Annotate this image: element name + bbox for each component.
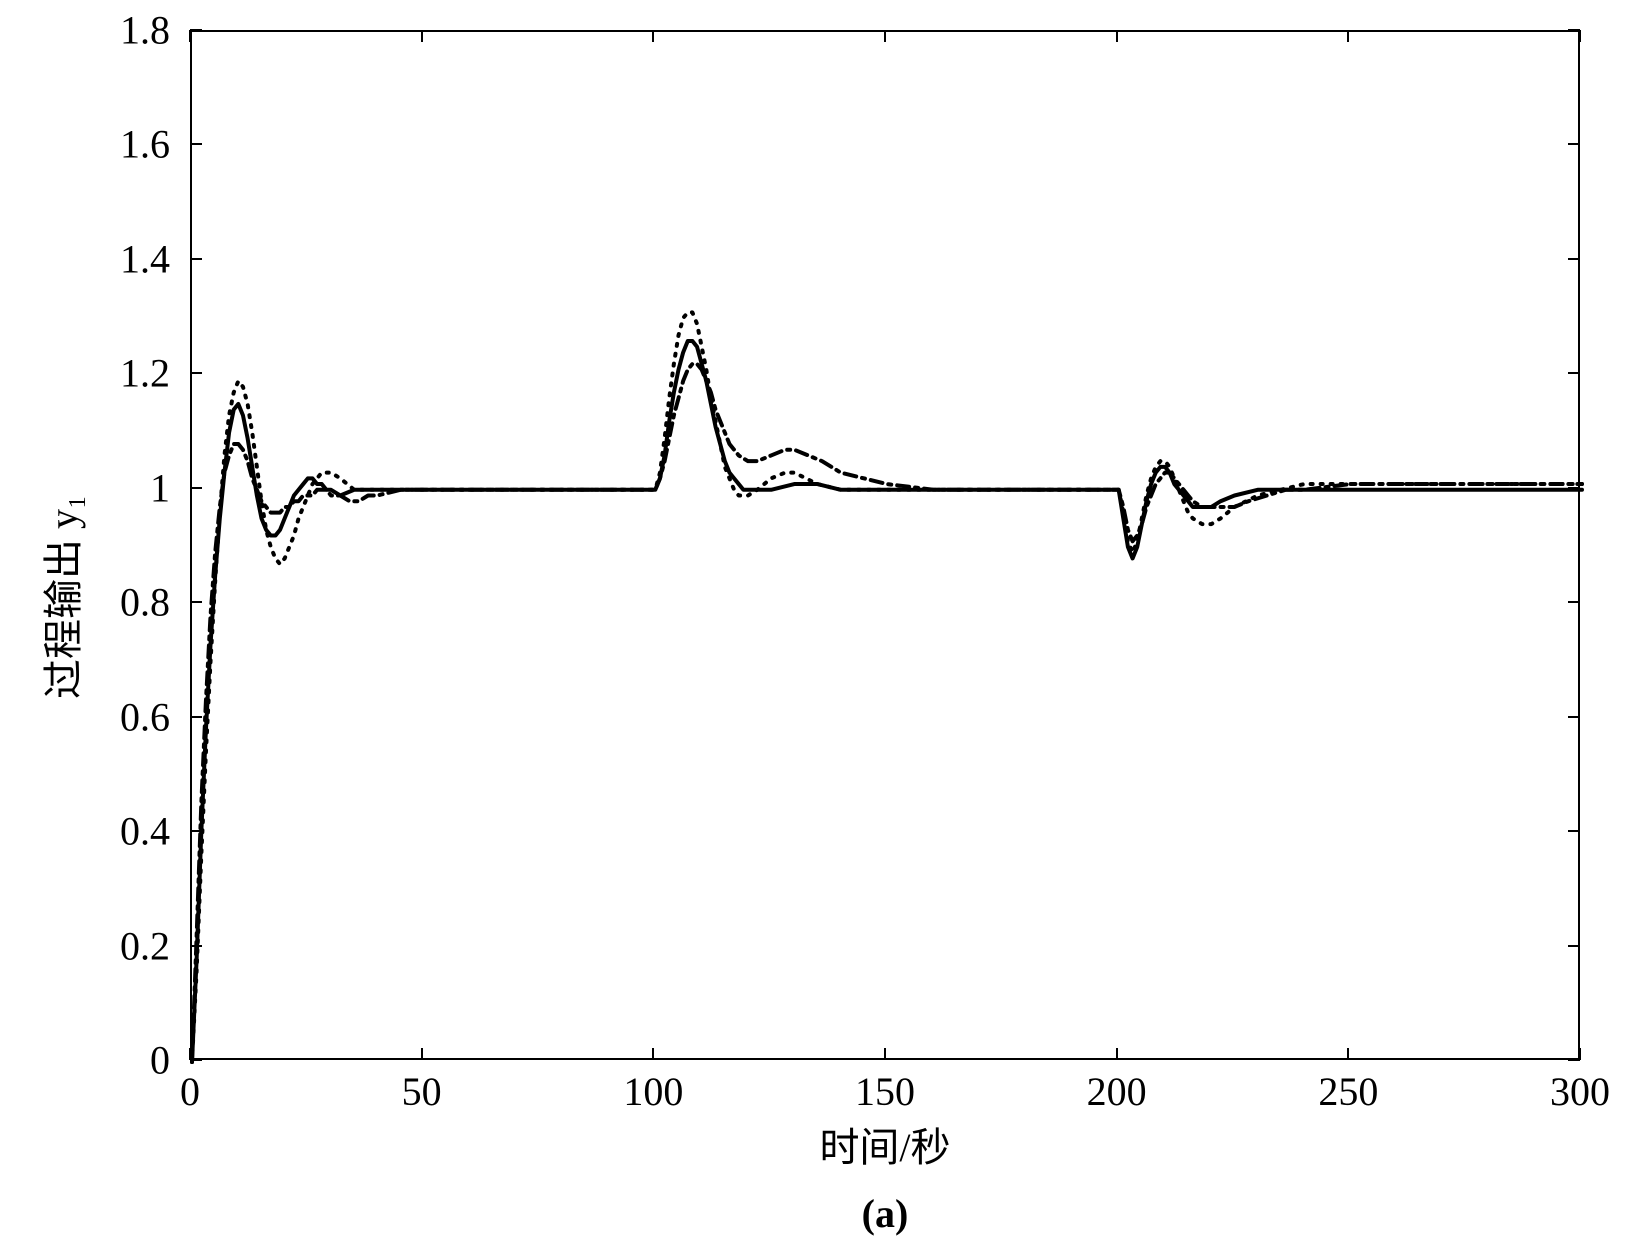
y-tick-mark [1568, 487, 1580, 489]
x-tick-label: 150 [855, 1068, 915, 1115]
x-axis-label: 时间/秒 [819, 1115, 950, 1173]
x-tick-mark [884, 1048, 886, 1060]
x-tick-label: 300 [1550, 1068, 1610, 1115]
y-tick-mark [1568, 716, 1580, 718]
chart-container: 00.20.40.60.811.21.41.61.8 0501001502002… [0, 0, 1633, 1252]
y-tick-mark [190, 258, 202, 260]
y-tick-mark [1568, 945, 1580, 947]
y-tick-mark [1568, 830, 1580, 832]
y-tick-mark [190, 945, 202, 947]
y-axis-label: 过程输出 y₁ [31, 495, 89, 699]
y-tick-mark [1568, 601, 1580, 603]
x-tick-label: 100 [623, 1068, 683, 1115]
x-tick-mark [421, 30, 423, 42]
y-tick-mark [190, 487, 202, 489]
x-tick-mark [652, 1048, 654, 1060]
x-tick-mark [884, 30, 886, 42]
plot-area [190, 30, 1580, 1060]
y-tick-mark [190, 1059, 202, 1061]
series-solid [192, 341, 1582, 1062]
y-tick-mark [190, 372, 202, 374]
y-tick-mark [1568, 143, 1580, 145]
x-tick-label: 50 [402, 1068, 442, 1115]
y-tick-mark [190, 716, 202, 718]
x-tick-mark [1116, 1048, 1118, 1060]
plot-svg [192, 32, 1582, 1062]
series-dashdot [192, 364, 1582, 1062]
x-tick-mark [189, 1048, 191, 1060]
series-dotted [192, 312, 1582, 1062]
x-tick-label: 0 [180, 1068, 200, 1115]
x-tick-mark [1116, 30, 1118, 42]
x-tick-mark [1347, 1048, 1349, 1060]
subcaption: (a) [862, 1190, 909, 1237]
y-tick-mark [190, 143, 202, 145]
x-tick-label: 250 [1318, 1068, 1378, 1115]
y-tick-mark [190, 601, 202, 603]
x-tick-mark [189, 30, 191, 42]
x-tick-mark [1347, 30, 1349, 42]
x-tick-mark [1579, 1048, 1581, 1060]
y-tick-mark [1568, 258, 1580, 260]
x-tick-label: 200 [1087, 1068, 1147, 1115]
y-tick-mark [190, 830, 202, 832]
y-tick-mark [190, 29, 202, 31]
x-tick-mark [1579, 30, 1581, 42]
y-tick-mark [1568, 372, 1580, 374]
x-tick-mark [652, 30, 654, 42]
x-tick-mark [421, 1048, 423, 1060]
